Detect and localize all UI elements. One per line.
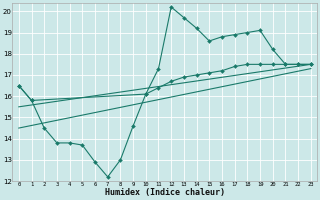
X-axis label: Humidex (Indice chaleur): Humidex (Indice chaleur) (105, 188, 225, 197)
